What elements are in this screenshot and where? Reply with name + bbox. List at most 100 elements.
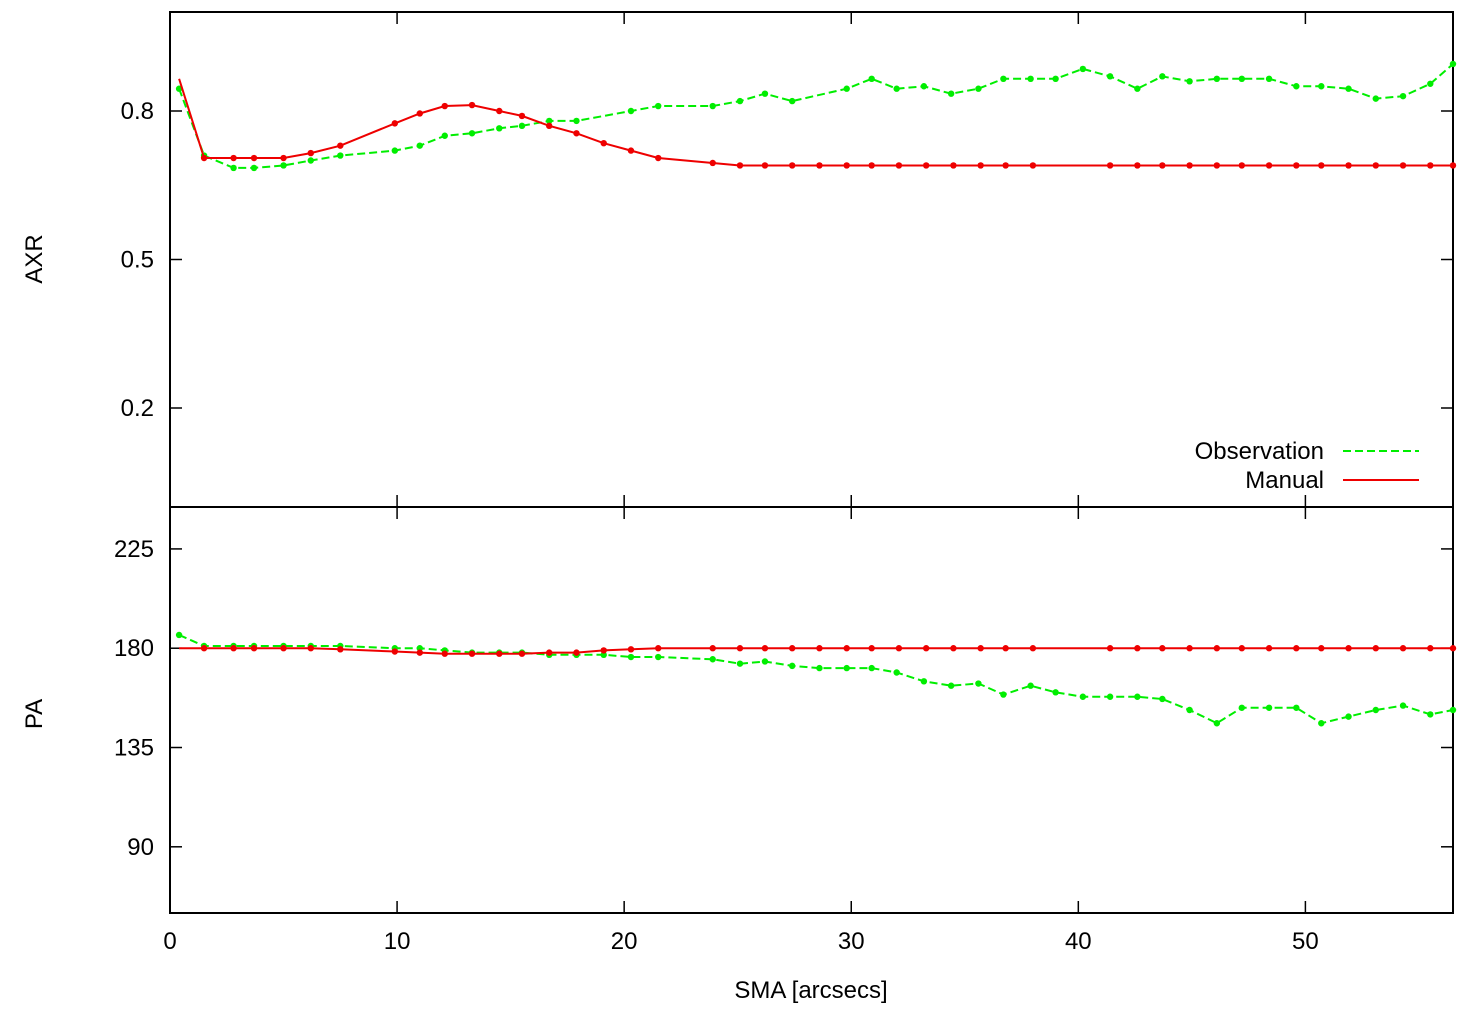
axr-manual-point: [1265, 162, 1273, 169]
axr-manual-point: [1399, 162, 1407, 169]
pa-manual-point: [441, 650, 448, 657]
axr-observation-point: [627, 107, 635, 115]
axr-observation-point: [280, 162, 287, 169]
pa-observation-point: [709, 656, 716, 663]
pa-manual-point: [895, 645, 903, 652]
pa-manual-point: [627, 646, 635, 653]
pa-observation-point: [627, 653, 635, 661]
pa-manual-point: [280, 645, 287, 652]
pa-manual-point: [416, 649, 423, 656]
pa-observation-point: [1293, 704, 1300, 711]
pa-manual-point: [1372, 645, 1379, 652]
axr-observation-point: [250, 164, 258, 172]
pa-observation-point: [816, 664, 823, 672]
axr-observation-point: [1345, 85, 1352, 92]
xtick-label: 50: [1292, 928, 1319, 955]
axr-manual-point: [1213, 162, 1221, 169]
axr-manual-point: [230, 154, 237, 162]
axr-manual-point: [416, 110, 423, 117]
axr-observation-point: [788, 97, 796, 105]
axr-manual-point: [1186, 162, 1193, 169]
axr-manual-point: [1029, 162, 1037, 169]
pa-ytick-label: 90: [127, 834, 154, 861]
pa-manual-point: [1318, 645, 1325, 652]
pa-manual-point: [1159, 645, 1166, 652]
pa-manual-point: [600, 647, 607, 654]
pa-observation-point: [843, 664, 850, 672]
axr-observation-point: [1159, 73, 1166, 80]
axr-observation-point: [468, 130, 476, 137]
pa-observation-point: [1134, 693, 1141, 700]
pa-manual-point: [1186, 645, 1193, 652]
pa-observation-point: [1106, 693, 1114, 700]
pa-observation-point: [600, 651, 607, 659]
pa-observation-point: [920, 678, 928, 685]
axr-observation-point: [416, 142, 423, 149]
axr-ytick-label: 0.2: [121, 395, 154, 422]
axr-observation-point: [391, 147, 399, 154]
pa-manual-point: [391, 648, 399, 655]
pa-manual-point: [950, 645, 957, 652]
axr-panel: 0.2 0.5 0.8: [121, 11, 1457, 508]
axr-observation-point: [709, 102, 716, 110]
pa-manual-point: [1449, 645, 1457, 652]
pa-manual-point: [1029, 645, 1037, 652]
pa-manual-point: [1134, 645, 1141, 652]
pa-observation-point: [1052, 689, 1059, 696]
axr-manual-point: [1372, 162, 1379, 169]
pa-manual-point: [709, 645, 716, 652]
pa-observation-point: [416, 645, 423, 652]
axr-manual-point: [895, 162, 903, 169]
pa-observation-point: [1399, 702, 1407, 709]
axr-observation-point: [496, 125, 503, 132]
pa-manual-point: [977, 645, 984, 652]
pa-observation-point: [1186, 706, 1193, 714]
axr-manual-point: [950, 162, 957, 169]
pa-manual-line: [179, 647, 1453, 655]
pa-manual-point: [1213, 645, 1221, 652]
pa-manual-point: [200, 645, 208, 652]
axr-manual-point: [1134, 162, 1141, 169]
axr-observation-point: [1186, 78, 1193, 85]
pa-observation-point: [1159, 695, 1166, 703]
axr-observation-point: [1213, 75, 1221, 83]
axr-observation-point: [1265, 75, 1273, 83]
xtick-label: 0: [163, 928, 176, 955]
axr-observation-point: [868, 75, 875, 83]
pa-manual-point: [816, 645, 823, 652]
axr-observation-point: [546, 117, 553, 125]
axr-observation-point: [761, 90, 769, 97]
pa-manual-point: [496, 650, 503, 657]
axr-axis-label: AXR: [21, 234, 48, 283]
axr-manual-point: [468, 101, 476, 109]
pa-manual-point: [1265, 645, 1273, 652]
pa-observation-point: [1213, 720, 1221, 727]
axr-manual-point: [736, 162, 744, 169]
pa-ytick-label: 180: [114, 635, 154, 662]
axr-observation-point: [307, 157, 314, 164]
axr-observation-point: [1318, 83, 1325, 90]
pa-manual-point: [307, 645, 314, 652]
xtick-label: 20: [611, 928, 638, 955]
axr-manual-point: [709, 159, 716, 167]
pa-manual-point: [573, 649, 580, 656]
pa-manual-point: [1106, 645, 1114, 652]
axr-observation-point: [441, 132, 448, 139]
pa-axis-label: PA: [21, 699, 48, 729]
pa-observation-line: [178, 634, 1454, 725]
pa-observation-point: [1027, 682, 1034, 689]
axr-manual-point: [627, 147, 635, 154]
axr-observation-point: [1427, 80, 1434, 87]
axr-manual-point: [337, 142, 344, 149]
pa-observation-point: [788, 662, 796, 670]
axr-manual-point: [816, 162, 823, 169]
axr-observation-point: [1000, 75, 1007, 83]
pa-manual-point: [1345, 645, 1352, 652]
axr-observation-point: [947, 90, 955, 97]
pa-manual-point: [518, 650, 526, 657]
pa-manual-point: [546, 649, 553, 656]
axr-observation-point: [1293, 83, 1300, 90]
axr-manual-point: [977, 162, 984, 169]
axr-manual-point: [546, 122, 553, 130]
